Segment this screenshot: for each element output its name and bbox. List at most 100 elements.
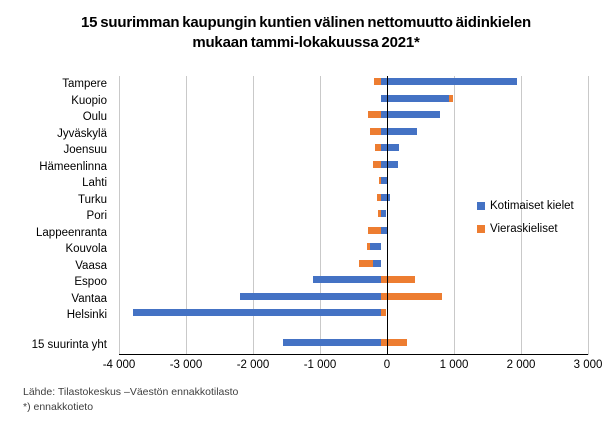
gridline <box>253 76 254 355</box>
bar-track <box>113 192 588 209</box>
category-row: Turku <box>0 192 588 209</box>
bar-kotimaiset-kielet <box>381 94 450 102</box>
bar-kotimaiset-kielet <box>240 292 381 300</box>
footnote-line: *) ennakkotieto <box>23 401 94 414</box>
bar-vieraskieliset <box>381 338 408 346</box>
row-spacer <box>0 324 588 337</box>
gridline <box>454 76 455 355</box>
bar-kotimaiset-kielet <box>381 177 388 184</box>
bar-vieraskieliset <box>376 193 381 201</box>
legend-label-vieraskieliset: Vieraskieliset <box>490 223 558 235</box>
bar-vieraskieliset <box>377 210 381 217</box>
category-label: Kuopio <box>71 94 107 107</box>
x-axis-baseline <box>119 354 588 355</box>
category-row: Jyväskylä <box>0 126 588 143</box>
category-row: 15 suurinta yht <box>0 337 588 354</box>
category-row: Espoo <box>0 274 588 291</box>
bar-track <box>113 337 588 354</box>
plot-area <box>119 76 589 355</box>
bar-track <box>113 142 588 159</box>
legend-label-kotimaiset: Kotimaiset kielet <box>490 200 574 212</box>
category-label: Lahti <box>82 177 107 189</box>
category-label: Espoo <box>74 276 107 288</box>
category-row: Lappeenranta <box>0 225 588 242</box>
x-tick-label: 0 <box>383 359 391 371</box>
bar-vieraskieliset <box>367 226 381 234</box>
category-label: Oulu <box>82 111 107 123</box>
bar-kotimaiset-kielet <box>313 276 381 283</box>
gridline <box>119 76 120 355</box>
gridline <box>186 76 187 355</box>
bar-vieraskieliset <box>373 78 381 85</box>
bar-vieraskieliset <box>370 127 381 135</box>
bar-vieraskieliset <box>359 259 373 267</box>
bar-track <box>113 274 588 291</box>
bar-track <box>113 258 588 275</box>
bar-kotimaiset-kielet <box>381 78 517 85</box>
bar-vieraskieliset <box>366 243 370 250</box>
bar-kotimaiset-kielet <box>381 111 440 118</box>
bar-vieraskieliset <box>449 94 454 102</box>
bar-track <box>113 109 588 126</box>
bar-vieraskieliset <box>381 309 387 316</box>
legend-marker-blue-icon <box>477 202 485 210</box>
legend-item-vieraskieliset: Vieraskieliset <box>477 222 574 236</box>
bar-vieraskieliset <box>373 160 381 168</box>
category-label: Jyväskylä <box>57 127 107 140</box>
x-tick-label: -1 000 <box>303 359 337 371</box>
bar-kotimaiset-kielet <box>283 338 381 346</box>
bar-kotimaiset-kielet <box>381 144 399 151</box>
category-label: Tampere <box>62 78 107 90</box>
bar-vieraskieliset <box>378 177 381 184</box>
bar-vieraskieliset <box>381 276 416 283</box>
category-label: Vantaa <box>71 292 107 305</box>
bar-track <box>113 76 588 93</box>
x-tick-label: -3 000 <box>169 359 203 371</box>
category-label: 15 suurinta yht <box>31 338 107 351</box>
category-label: Vaasa <box>75 259 107 272</box>
source-line: Lähde: Tilastokeskus –Väestön ennakkotil… <box>23 386 239 398</box>
category-label: Lappeenranta <box>36 226 107 239</box>
category-label: Pori <box>86 210 107 222</box>
bar-track <box>113 126 588 143</box>
bar-track <box>113 307 588 324</box>
bar-kotimaiset-kielet <box>133 309 381 316</box>
bar-track <box>113 241 588 258</box>
category-label: Turku <box>78 193 107 206</box>
x-tick-label: 1 000 <box>439 359 469 371</box>
bar-kotimaiset-kielet <box>381 226 389 234</box>
bar-kotimaiset-kielet <box>381 160 399 168</box>
category-label: Joensuu <box>63 144 107 156</box>
x-axis-ticks: -4 000 -3 000 -2 000 -1 000 0 1 000 2 000 3 000 <box>103 359 603 373</box>
gridline <box>521 76 522 355</box>
bar-kotimaiset-kielet <box>381 127 417 135</box>
x-tick-label: 3 000 <box>573 359 603 371</box>
category-row: Kuopio <box>0 93 588 110</box>
bar-track <box>113 291 588 308</box>
gridline <box>320 76 321 355</box>
category-row: Vantaa <box>0 291 588 308</box>
bar-rows: Tampere Kuopio Oulu Jyväskylä Joensuu Hämeenl… <box>0 76 588 355</box>
bar-track <box>113 159 588 176</box>
chart-footer: Lähde: Tilastokeskus –Väestön ennakkotil… <box>23 385 238 415</box>
legend-item-kotimaiset: Kotimaiset kielet <box>477 199 574 213</box>
category-row: Vaasa <box>0 258 588 275</box>
chart-title: 15 suurimman kaupungin kuntien välinen n… <box>81 14 531 52</box>
category-row: Lahti <box>0 175 588 192</box>
category-row: Pori <box>0 208 588 225</box>
bar-kotimaiset-kielet <box>369 243 381 250</box>
x-tick-label: -2 000 <box>236 359 270 371</box>
category-row: Helsinki <box>0 307 588 324</box>
category-label: Hämeenlinna <box>39 160 107 173</box>
category-row: Oulu <box>0 109 588 126</box>
legend: Kotimaiset kielet Vieraskieliset <box>477 199 574 236</box>
legend-marker-orange-icon <box>477 225 485 233</box>
x-tick-label: -4 000 <box>102 359 136 371</box>
bar-kotimaiset-kielet <box>372 259 381 267</box>
bar-vieraskieliset <box>368 111 381 118</box>
bar-track <box>113 93 588 110</box>
bar-vieraskieliset <box>381 292 442 300</box>
bar-kotimaiset-kielet <box>381 210 386 217</box>
category-row: Tampere <box>0 76 588 93</box>
